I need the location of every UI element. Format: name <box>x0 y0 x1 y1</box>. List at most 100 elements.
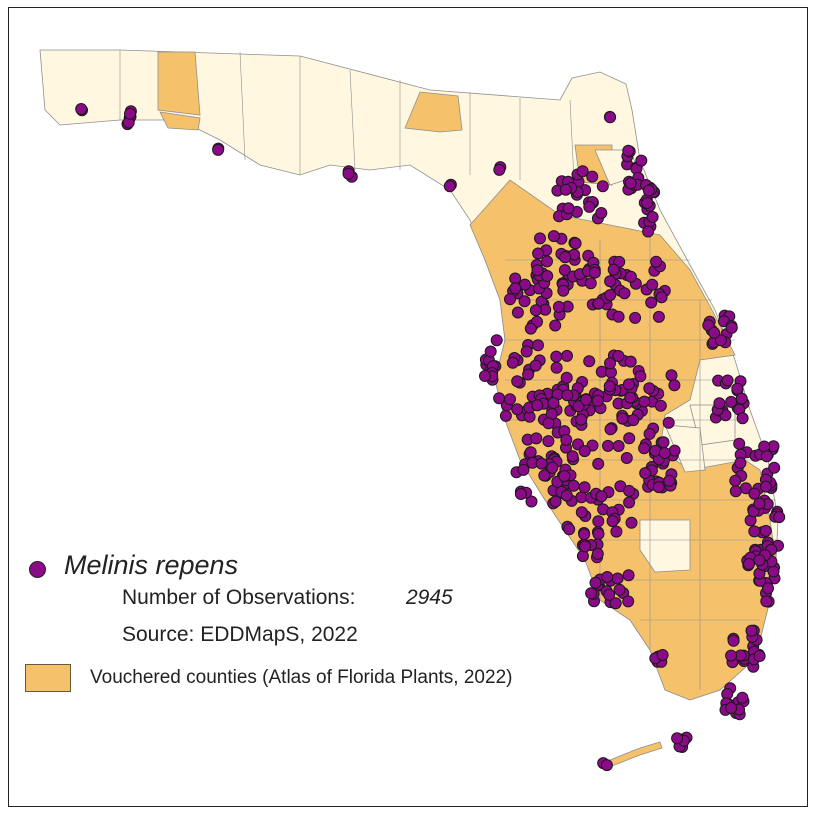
observation-point <box>748 525 761 538</box>
observation-point <box>624 177 637 190</box>
observation-point <box>542 417 555 430</box>
observation-point <box>562 202 575 215</box>
observation-point <box>652 481 665 494</box>
observation-point <box>759 524 772 537</box>
observation-point <box>657 436 670 449</box>
observation-point <box>610 525 623 538</box>
observation-point <box>596 180 609 193</box>
observation-point <box>768 461 781 474</box>
observation-point <box>758 440 771 453</box>
observation-point <box>760 450 773 463</box>
observation-point <box>534 232 546 245</box>
observation-point <box>547 397 560 409</box>
observation-point <box>443 180 456 193</box>
observation-legend-icon <box>29 561 46 578</box>
observation-point <box>604 357 616 370</box>
observation-point <box>585 587 598 600</box>
observation-point <box>588 266 601 279</box>
observation-point <box>643 427 656 440</box>
observations-label: Number of Observations: <box>122 586 356 609</box>
observation-point <box>643 382 656 395</box>
keys-county <box>609 741 663 767</box>
observation-point <box>591 547 604 560</box>
observation-point <box>725 395 738 408</box>
observation-point <box>547 230 560 243</box>
observation-point <box>531 264 544 277</box>
observation-point <box>546 461 559 474</box>
observation-point <box>212 143 225 156</box>
species-name: Melinis repens <box>64 550 239 580</box>
vouchered-county <box>157 51 201 116</box>
observation-point <box>529 304 542 317</box>
observation-point <box>579 540 592 553</box>
observation-point <box>714 334 727 347</box>
observation-point <box>760 595 773 608</box>
observation-point <box>541 255 553 268</box>
observation-point <box>721 374 734 387</box>
observation-point <box>609 597 622 610</box>
observation-point <box>634 370 647 383</box>
observation-point <box>638 442 651 455</box>
vouchered-county <box>404 91 463 133</box>
observation-point <box>531 399 544 412</box>
observation-point <box>549 495 562 508</box>
observation-point <box>745 624 758 637</box>
observation-point <box>623 484 636 497</box>
observation-point <box>524 446 537 459</box>
observation-point <box>342 167 355 180</box>
observation-point <box>600 759 613 772</box>
observation-point <box>622 569 635 582</box>
observation-point <box>656 649 669 661</box>
observation-point <box>616 412 629 425</box>
observation-point <box>578 528 591 541</box>
observation-point <box>736 412 749 425</box>
observation-point <box>731 382 744 395</box>
observation-point <box>611 572 624 585</box>
observation-point <box>725 702 738 714</box>
observation-point <box>773 511 786 524</box>
observation-point <box>530 432 543 445</box>
observation-point <box>735 392 748 405</box>
observation-point <box>561 389 574 402</box>
observation-point <box>604 289 617 302</box>
observation-point <box>592 528 605 540</box>
observation-point <box>549 319 562 332</box>
observation-point <box>639 467 652 480</box>
observation-point <box>762 582 774 595</box>
observation-point <box>736 691 749 704</box>
observation-point <box>624 355 637 368</box>
observation-point <box>729 485 742 498</box>
county-layer <box>39 49 779 767</box>
observation-point <box>509 282 522 295</box>
observation-point <box>490 334 503 347</box>
observation-point <box>484 345 497 358</box>
observation-point <box>646 211 659 223</box>
observation-point <box>578 445 591 458</box>
observation-point <box>493 163 506 176</box>
observation-point <box>525 495 538 508</box>
observation-point <box>607 263 620 276</box>
observation-point <box>618 287 631 300</box>
observation-point <box>603 380 616 393</box>
observation-point <box>75 103 88 115</box>
observation-point <box>589 576 602 589</box>
observation-point <box>535 457 548 470</box>
observation-point <box>517 463 530 476</box>
observation-point <box>612 350 625 362</box>
observation-point <box>604 275 617 288</box>
observation-point <box>753 554 766 567</box>
observation-point <box>748 487 761 500</box>
observation-point <box>576 165 589 178</box>
observation-point <box>622 144 635 157</box>
observation-point <box>592 457 605 470</box>
observation-point <box>642 225 655 238</box>
observation-point <box>566 450 579 463</box>
observation-point <box>506 356 519 369</box>
observation-point <box>629 311 642 324</box>
observation-point <box>559 183 572 196</box>
observation-point <box>606 515 619 528</box>
observation-point <box>592 515 605 528</box>
observations-count: 2945 <box>406 586 453 609</box>
observation-point <box>638 395 651 408</box>
observation-point <box>753 497 766 510</box>
